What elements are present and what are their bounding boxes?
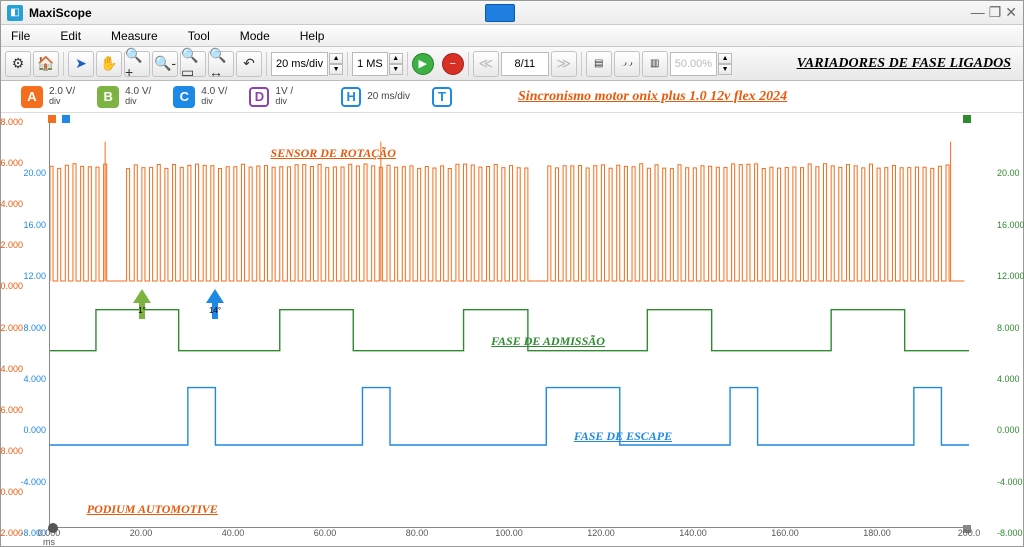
y-axis-b: 20.0016.00012.0008.0004.0000.000-4.000-8… (995, 117, 1023, 528)
zoomfit-icon[interactable]: 🔍↔ (208, 51, 234, 77)
pointer-icon[interactable]: ➤ (68, 51, 94, 77)
marker-arrow-green: 1° (133, 289, 149, 313)
title-bar: ◧ MaxiScope — ❐ ✕ (1, 1, 1023, 25)
zoom-percent[interactable]: 50.00% (670, 52, 717, 76)
channel-b-scale: 4.0 V/div (125, 87, 151, 107)
channel-h-scale: 20 ms/div (367, 87, 410, 107)
channel-a-badge[interactable]: A (21, 86, 43, 108)
svg-text:14°: 14° (209, 306, 221, 315)
channel-b-badge[interactable]: B (97, 86, 119, 108)
menu-tool[interactable]: Tool (188, 29, 210, 43)
samples-spinner[interactable]: ▲▼ (389, 53, 403, 75)
spectrum-icon[interactable]: ᎕᎕ (614, 51, 640, 77)
channel-c-badge[interactable]: C (173, 86, 195, 108)
marker-top-left (48, 115, 56, 123)
channel-h-badge[interactable]: H (341, 87, 361, 107)
device-icon (485, 4, 515, 22)
samples-select[interactable]: 1 MS (352, 52, 388, 76)
x-axis: 0.00020.0040.0060.0080.00100.00120.00140… (49, 528, 969, 544)
grid-icon[interactable]: ▥ (642, 51, 668, 77)
channel-d-badge[interactable]: D (249, 87, 269, 107)
timebase-spinner[interactable]: ▲▼ (329, 53, 343, 75)
zoom-spinner[interactable]: ▲▼ (718, 53, 732, 75)
channel-t-badge[interactable]: T (432, 87, 452, 107)
home-icon[interactable]: 🏠 (33, 51, 59, 77)
last-frame-icon[interactable]: ≫ (551, 51, 577, 77)
marker-top-left-2 (62, 115, 70, 123)
zoomregion-icon[interactable]: 🔍▭ (180, 51, 206, 77)
header-annotation: VARIADORES DE FASE LIGADOS (797, 56, 1011, 72)
annot-fase-escape: FASE DE ESCAPE (574, 429, 672, 444)
first-frame-icon[interactable]: ≪ (473, 51, 499, 77)
app-icon: ◧ (7, 5, 23, 21)
svg-text:1°: 1° (138, 306, 146, 315)
annot-podium: PODIUM AUTOMOTIVE (87, 502, 218, 517)
run-button[interactable]: ▶ (412, 53, 434, 75)
main-toolbar: ⚙ 🏠 ➤ ✋ 🔍+ 🔍- 🔍▭ 🔍↔ ↶ 20 ms/div ▲▼ 1 MS … (1, 47, 1023, 81)
ruler-icon[interactable]: ▤ (586, 51, 612, 77)
plot-area[interactable]: 8.0006.0004.0002.0000.000-2.000-4.000-6.… (1, 113, 1023, 546)
annot-fase-admissao: FASE DE ADMISSÃO (491, 334, 605, 349)
stop-button[interactable]: − (442, 53, 464, 75)
menu-bar: File Edit Measure Tool Mode Help (1, 25, 1023, 47)
channel-a-scale: 2.0 V/div (49, 87, 75, 107)
minimize-button[interactable]: — (971, 4, 985, 21)
restore-button[interactable]: ❐ (989, 4, 1002, 21)
zoomin-icon[interactable]: 🔍+ (124, 51, 150, 77)
menu-measure[interactable]: Measure (111, 29, 158, 43)
plot-canvas[interactable]: SENSOR DE ROTAÇÃO FASE DE ADMISSÃO FASE … (49, 117, 969, 528)
gear-icon[interactable]: ⚙ (5, 51, 31, 77)
annot-sensor-rotacao: SENSOR DE ROTAÇÃO (271, 146, 396, 161)
channel-d-scale: 1V /div (275, 87, 293, 107)
marker-top-right (963, 115, 971, 123)
undo-icon[interactable]: ↶ (236, 51, 262, 77)
window-title: MaxiScope (29, 6, 485, 20)
menu-mode[interactable]: Mode (240, 29, 270, 43)
chart-title: Sincronismo motor onix plus 1.0 12v flex… (518, 89, 787, 105)
menu-edit[interactable]: Edit (60, 29, 81, 43)
menu-help[interactable]: Help (300, 29, 325, 43)
timebase-select[interactable]: 20 ms/div (271, 52, 328, 76)
channel-bar: A 2.0 V/div B 4.0 V/div C 4.0 V/div D 1V… (1, 81, 1023, 113)
close-button[interactable]: ✕ (1005, 4, 1017, 21)
frame-label: 8/11 (501, 52, 549, 76)
y-axis-c: 20.0016.0012.008.0004.0000.000-4.000-8.0… (22, 117, 48, 528)
marker-arrow-blue: 14° (206, 289, 222, 313)
pan-icon[interactable]: ✋ (96, 51, 122, 77)
menu-file[interactable]: File (11, 29, 30, 43)
zoomout-icon[interactable]: 🔍- (152, 51, 178, 77)
channel-c-scale: 4.0 V/div (201, 87, 227, 107)
